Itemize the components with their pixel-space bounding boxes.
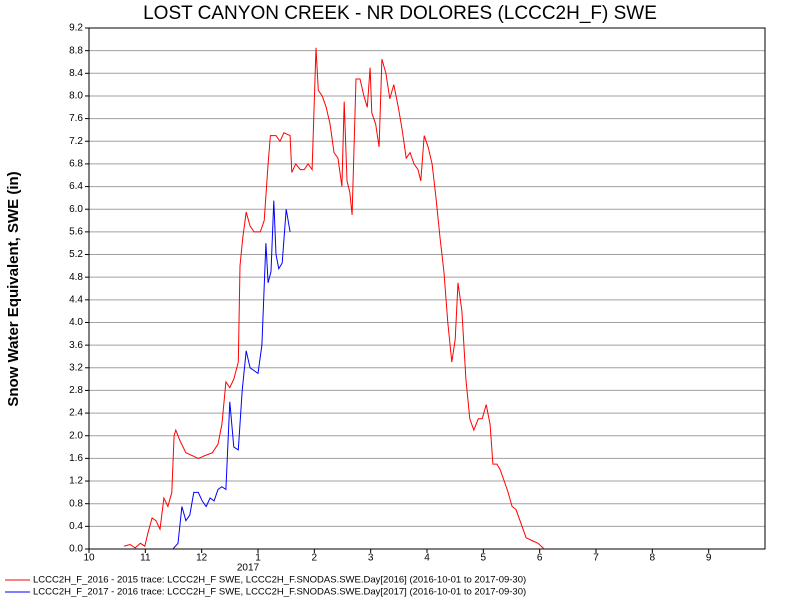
y-tick-label: 8.0 xyxy=(69,91,83,102)
y-tick-label: 9.2 xyxy=(69,23,83,34)
legend-label: LCCC2H_F_2017 - 2016 trace: LCCC2H_F SWE… xyxy=(33,587,526,598)
x-tick-label: 4 xyxy=(424,553,430,564)
x-tick-label: 3 xyxy=(368,553,374,564)
y-tick-label: 0.8 xyxy=(69,498,83,509)
x-year-label: 2017 xyxy=(237,563,260,574)
y-tick-label: 5.6 xyxy=(69,227,83,238)
y-tick-label: 8.8 xyxy=(69,45,83,56)
y-tick-label: 3.2 xyxy=(69,362,83,373)
x-tick-label: 7 xyxy=(593,553,599,564)
x-tick-label: 6 xyxy=(537,553,543,564)
y-tick-label: 0.0 xyxy=(69,544,83,555)
y-tick-label: 5.2 xyxy=(69,249,83,260)
x-tick-label: 8 xyxy=(650,553,656,564)
y-tick-label: 1.6 xyxy=(69,453,83,464)
x-tick-label: 9 xyxy=(706,553,712,564)
x-tick-label: 2 xyxy=(312,553,318,564)
y-tick-label: 6.0 xyxy=(69,204,83,215)
y-tick-label: 4.8 xyxy=(69,272,83,283)
y-tick-label: 6.8 xyxy=(69,159,83,170)
y-tick-label: 2.8 xyxy=(69,385,83,396)
y-tick-label: 0.4 xyxy=(69,521,83,532)
legend-label: LCCC2H_F_2016 - 2015 trace: LCCC2H_F SWE… xyxy=(33,575,526,586)
x-tick-label: 10 xyxy=(83,553,95,564)
y-tick-label: 8.4 xyxy=(69,68,83,79)
y-tick-label: 3.6 xyxy=(69,340,83,351)
y-tick-label: 4.0 xyxy=(69,317,83,328)
y-tick-label: 7.6 xyxy=(69,113,83,124)
y-tick-label: 1.2 xyxy=(69,476,83,487)
plot-frame xyxy=(88,27,766,550)
y-axis-label: Snow Water Equivalent, SWE (in) xyxy=(5,171,22,406)
y-tick-label: 2.4 xyxy=(69,408,83,419)
y-tick-label: 7.2 xyxy=(69,136,83,147)
x-tick-label: 1 xyxy=(255,553,261,564)
x-tick-label: 11 xyxy=(140,553,151,564)
series-line xyxy=(172,200,291,550)
series-line xyxy=(123,47,545,550)
x-tick-label: 12 xyxy=(196,553,208,564)
y-tick-label: 4.4 xyxy=(69,294,83,305)
y-tick-label: 2.0 xyxy=(69,430,83,441)
x-tick-label: 5 xyxy=(481,553,487,564)
y-tick-label: 6.4 xyxy=(69,181,83,192)
chart-title: LOST CANYON CREEK - NR DOLORES (LCCC2H_F… xyxy=(143,3,657,24)
